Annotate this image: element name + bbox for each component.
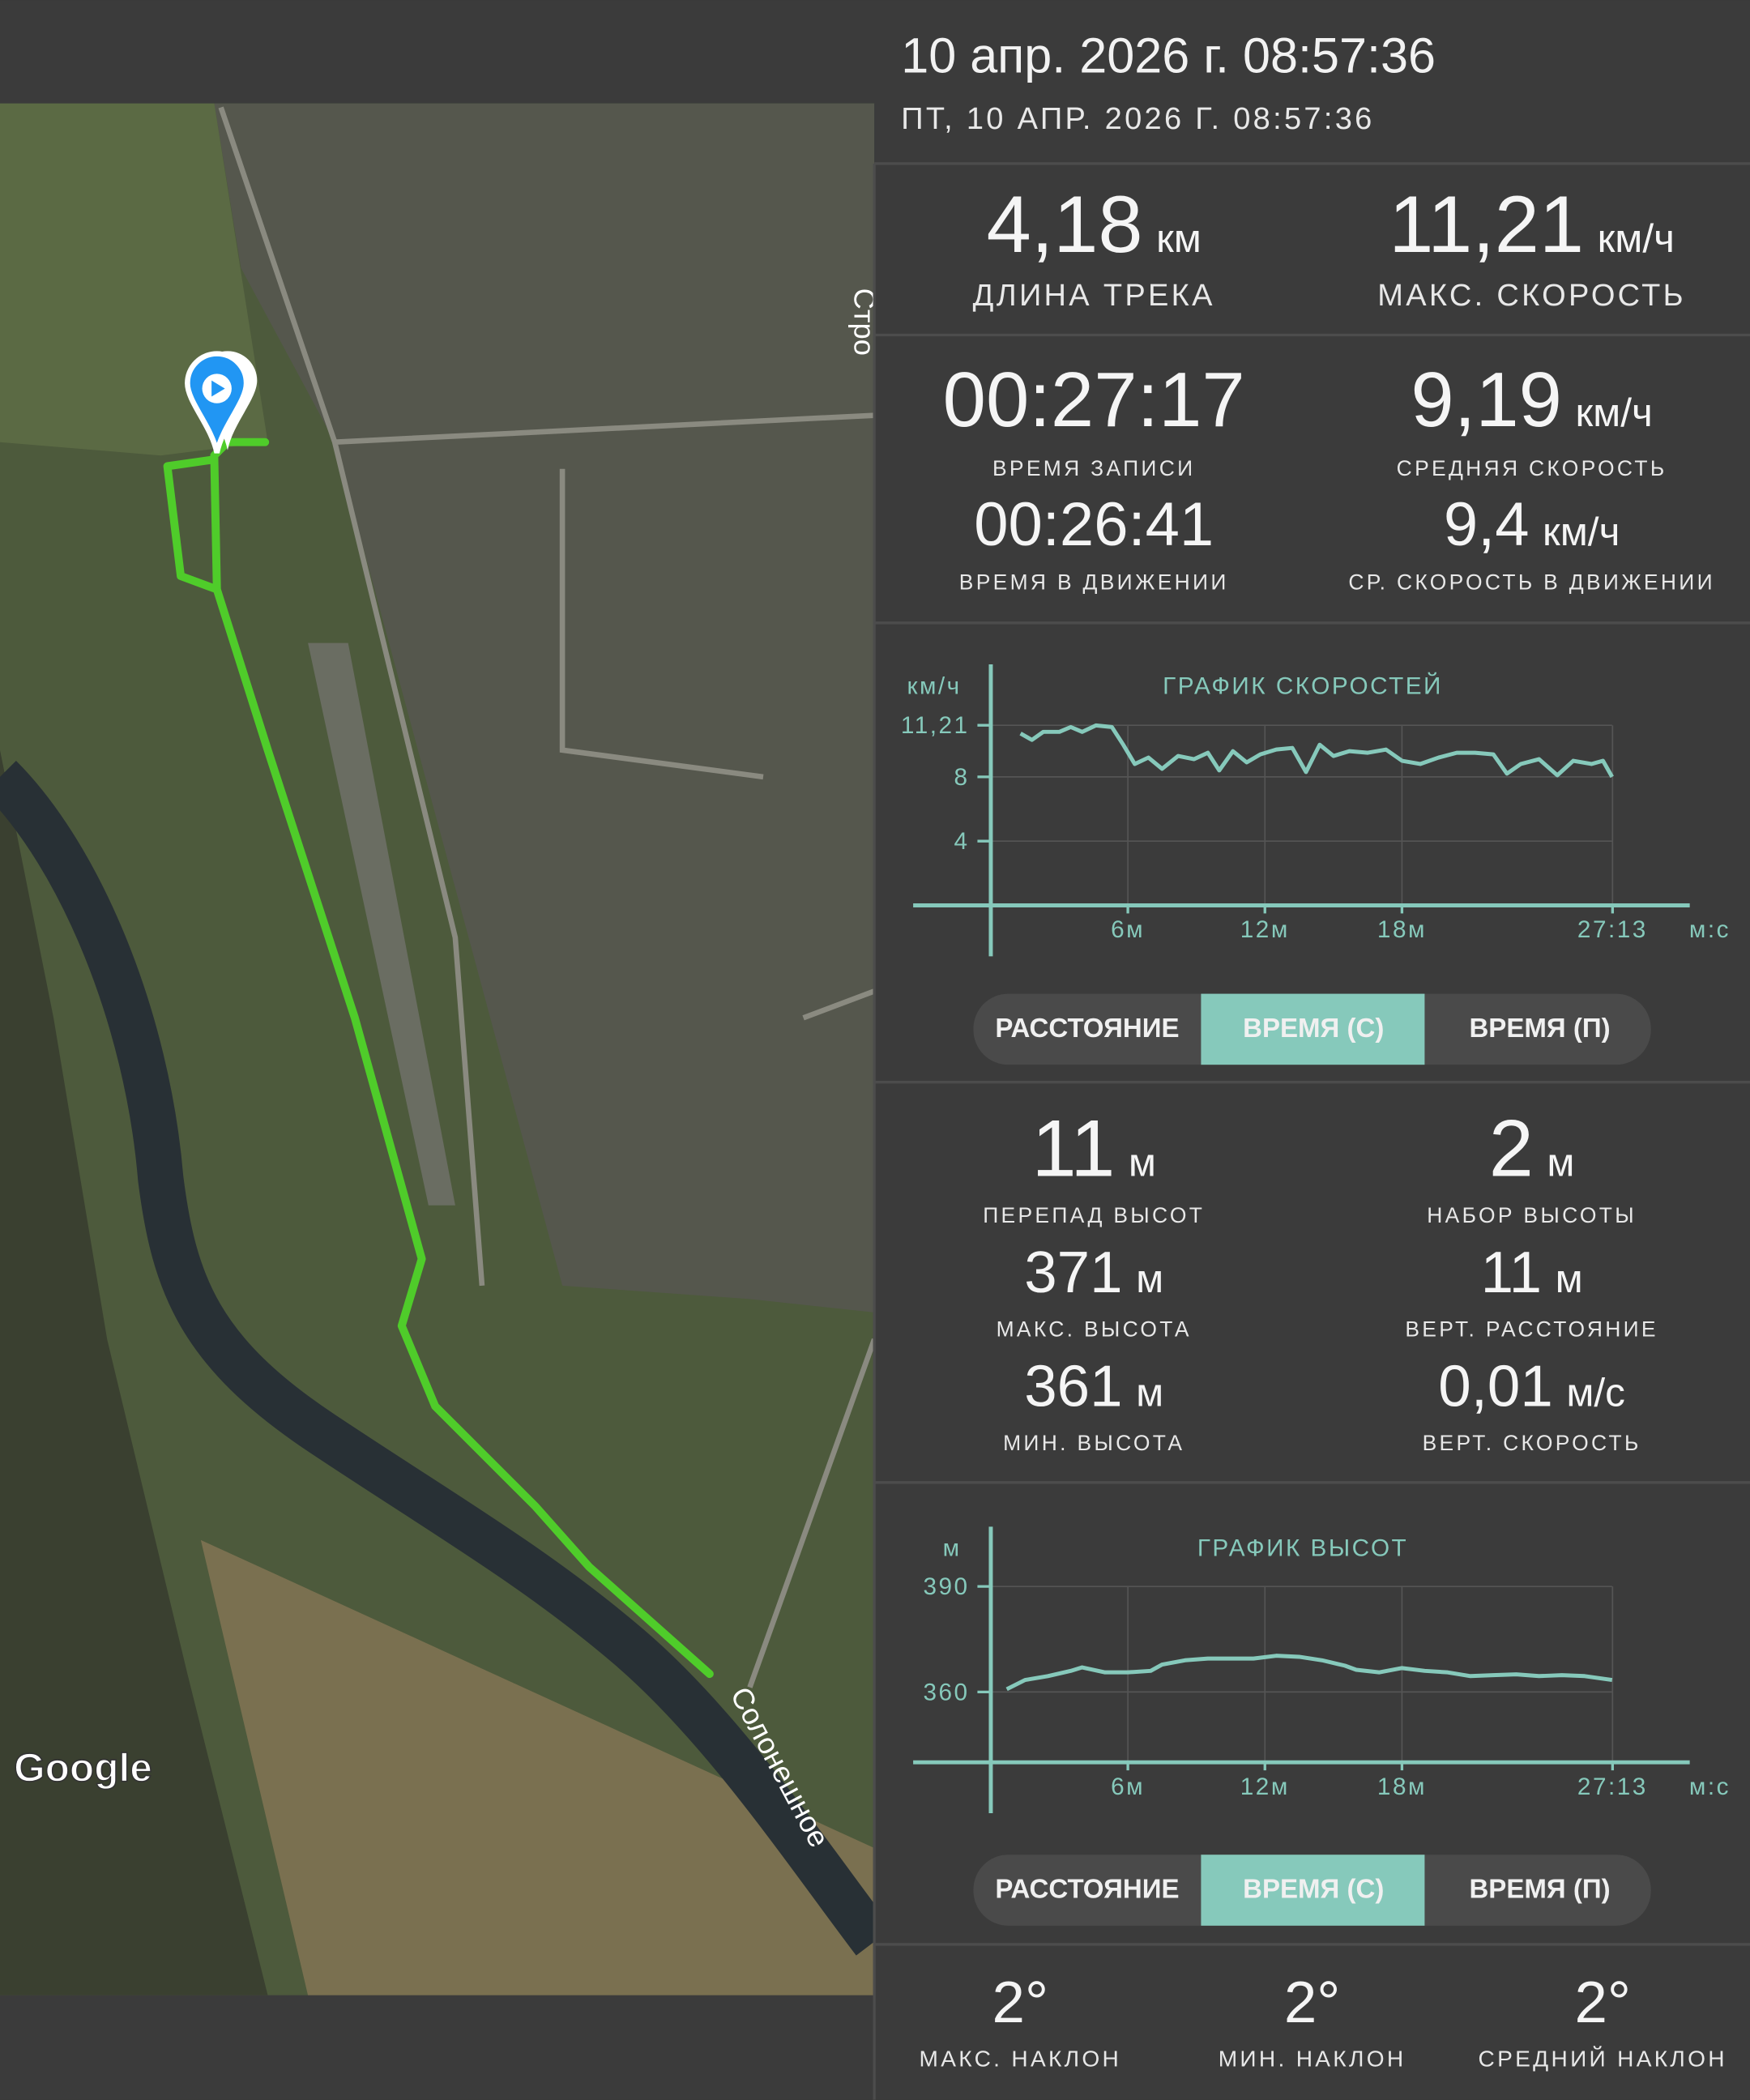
map-label: Стро bbox=[847, 288, 881, 356]
data-line bbox=[1019, 723, 1614, 779]
value: 361 bbox=[1024, 1354, 1122, 1419]
value: 11 bbox=[1031, 1103, 1115, 1193]
y-tick-label: 11,21 bbox=[901, 712, 970, 739]
toggle-button[interactable]: ВРЕМЯ (С) bbox=[1243, 1875, 1384, 1905]
value: 2° bbox=[1284, 1970, 1341, 2035]
stat-value: 9,19 км/ч bbox=[1411, 356, 1652, 443]
x-axis-label: м:с bbox=[1689, 916, 1731, 943]
chart-title: ГРАФИК ВЫСОТ bbox=[1197, 1535, 1408, 1562]
runway bbox=[308, 642, 455, 1206]
village bbox=[214, 103, 875, 1312]
stat-label: ПЕРЕПАД ВЫСОТ bbox=[983, 1203, 1205, 1227]
value: 4,18 bbox=[987, 180, 1143, 270]
value: 00:26:41 bbox=[974, 490, 1214, 559]
stat-value: 11 м bbox=[1481, 1240, 1583, 1305]
stat-value: 11,21 км/ч bbox=[1389, 180, 1675, 270]
stat-label: СРЕДНЯЯ СКОРОСТЬ bbox=[1397, 456, 1667, 480]
unit: км bbox=[1156, 216, 1202, 261]
value: 371 bbox=[1024, 1240, 1122, 1305]
chart-title: ГРАФИК СКОРОСТЕЙ bbox=[1163, 672, 1443, 699]
stat-value: 9,4 км/ч bbox=[1444, 490, 1620, 559]
map-attribution: Google bbox=[14, 1744, 152, 1790]
x-tick-label: 6м bbox=[1111, 916, 1145, 943]
toggle-selected bbox=[1201, 993, 1425, 1065]
toggle-button[interactable]: ВРЕМЯ (П) bbox=[1469, 1875, 1610, 1905]
stat-value: 2° bbox=[1574, 1970, 1631, 2035]
unit: м bbox=[1136, 1256, 1163, 1301]
unit: м/с bbox=[1566, 1370, 1625, 1415]
forest bbox=[0, 749, 268, 1995]
stat-label: МАКС. СКОРОСТЬ bbox=[1377, 279, 1686, 313]
subtitle: ПТ, 10 АПР. 2026 Г. 08:57:36 bbox=[901, 102, 1374, 136]
stat-label: ВЕРТ. РАССТОЯНИЕ bbox=[1405, 1317, 1658, 1342]
stat-label: МАКС. ВЫСОТА bbox=[997, 1317, 1192, 1342]
stat-label: ВЕРТ. СКОРОСТЬ bbox=[1423, 1431, 1641, 1455]
stat-label: СР. СКОРОСТЬ В ДВИЖЕНИИ bbox=[1348, 570, 1715, 594]
stat-value: 00:27:17 bbox=[943, 356, 1245, 443]
y-axis-label: м bbox=[943, 1535, 962, 1562]
value: 0,01 bbox=[1438, 1354, 1553, 1419]
data-line bbox=[1005, 1654, 1613, 1692]
stat-value: 00:26:41 bbox=[974, 490, 1214, 559]
stat-label: МАКС. НАКЛОН bbox=[920, 2046, 1122, 2071]
x-tick-label: 12м bbox=[1240, 916, 1290, 943]
y-tick-label: 4 bbox=[954, 828, 969, 855]
unit: км/ч bbox=[1543, 509, 1620, 554]
x-tick-label: 6м bbox=[1111, 1773, 1145, 1800]
x-tick-label: 27:13 bbox=[1577, 1773, 1648, 1800]
value: 2° bbox=[992, 1970, 1049, 2035]
y-tick-label: 8 bbox=[954, 764, 969, 791]
x-tick-label: 27:13 bbox=[1577, 916, 1648, 943]
toggle-button[interactable]: ВРЕМЯ (П) bbox=[1469, 1014, 1610, 1044]
y-axis-label: км/ч bbox=[907, 672, 961, 699]
stat-label: ДЛИНА ТРЕКА bbox=[973, 279, 1215, 313]
toggle-selected bbox=[1201, 1855, 1425, 1926]
value: 00:27:17 bbox=[943, 356, 1245, 443]
stat-label: ВРЕМЯ ЗАПИСИ bbox=[992, 456, 1195, 480]
value: 2° bbox=[1574, 1970, 1631, 2035]
x-tick-label: 12м bbox=[1240, 1773, 1290, 1800]
play-icon bbox=[211, 380, 225, 397]
x-tick-label: 18м bbox=[1377, 1773, 1427, 1800]
stat-value: 0,01 м/с bbox=[1438, 1354, 1625, 1419]
stat-label: ВРЕМЯ В ДВИЖЕНИИ bbox=[959, 570, 1229, 594]
unit: м bbox=[1129, 1139, 1156, 1184]
start-pin[interactable] bbox=[185, 351, 258, 454]
stat-label: НАБОР ВЫСОТЫ bbox=[1427, 1203, 1637, 1227]
x-axis-label: м:с bbox=[1689, 1773, 1731, 1800]
toggle-button[interactable]: ВРЕМЯ (С) bbox=[1243, 1014, 1384, 1044]
stat-value: 11 м bbox=[1031, 1103, 1156, 1193]
stat-value: 2° bbox=[1284, 1970, 1341, 2035]
value: 9,4 bbox=[1444, 490, 1530, 559]
title: 10 апр. 2026 г. 08:57:36 bbox=[901, 28, 1436, 83]
stat-value: 361 м bbox=[1024, 1354, 1163, 1419]
stat-label: МИН. НАКЛОН bbox=[1219, 2046, 1406, 2071]
unit: м bbox=[1136, 1370, 1163, 1415]
unit: км/ч bbox=[1575, 390, 1652, 435]
value: 9,19 bbox=[1411, 356, 1562, 443]
toggle-button[interactable]: РАССТОЯНИЕ bbox=[995, 1014, 1179, 1044]
stat-label: СРЕДНИЙ НАКЛОН bbox=[1479, 2046, 1727, 2071]
y-tick-label: 360 bbox=[923, 1679, 969, 1705]
river bbox=[0, 761, 875, 1956]
stat-value: 2° bbox=[992, 1970, 1049, 2035]
value: 11,21 bbox=[1389, 180, 1584, 270]
field bbox=[200, 1539, 875, 1995]
roads bbox=[218, 106, 875, 1688]
stat-value: 371 м bbox=[1024, 1240, 1163, 1305]
x-tick-label: 18м bbox=[1377, 916, 1427, 943]
map[interactable]: Google Стро Солонешное bbox=[0, 103, 881, 1995]
value: 2 bbox=[1489, 1103, 1534, 1193]
unit: м bbox=[1547, 1139, 1574, 1184]
stat-value: 4,18 км bbox=[987, 180, 1202, 270]
unit: км/ч bbox=[1598, 216, 1675, 261]
y-tick-label: 390 bbox=[923, 1573, 969, 1600]
stat-label: МИН. ВЫСОТА bbox=[1003, 1431, 1184, 1455]
value: 11 bbox=[1481, 1240, 1542, 1305]
toggle-button[interactable]: РАССТОЯНИЕ bbox=[995, 1875, 1179, 1905]
unit: м bbox=[1556, 1256, 1583, 1301]
